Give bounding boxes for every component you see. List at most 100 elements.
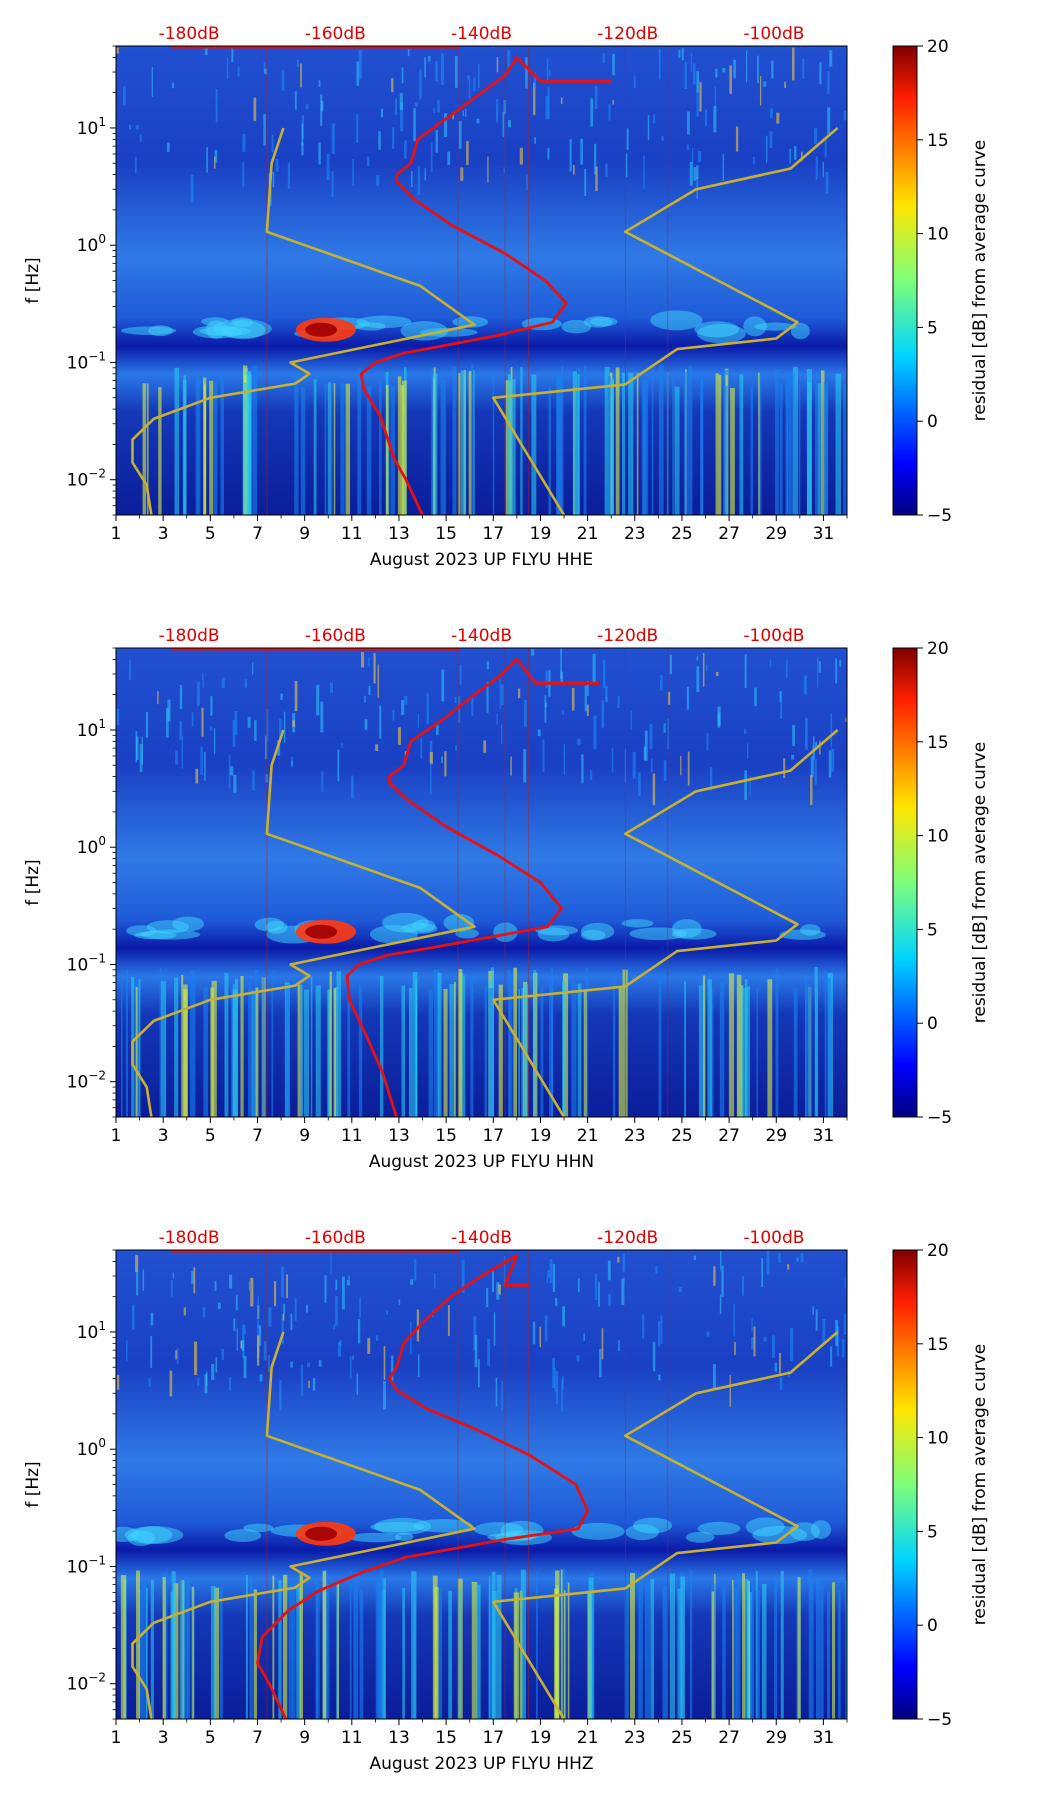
top-db-label: -180dB — [159, 1228, 220, 1248]
x-tick-label: 15 — [435, 524, 457, 544]
noise-streak — [166, 142, 170, 152]
noise-streak — [465, 108, 467, 117]
top-db-label: -100dB — [743, 626, 804, 646]
noise-streak — [554, 1298, 558, 1306]
noise-streak — [630, 710, 632, 730]
noise-streak — [321, 771, 324, 792]
noise-streak — [683, 371, 689, 515]
noise-streak — [786, 383, 789, 515]
noise-streak — [367, 1338, 371, 1354]
x-tick-label: 15 — [435, 1126, 457, 1146]
noise-streak — [696, 92, 699, 117]
noise-streak — [517, 688, 521, 699]
noise-streak — [430, 142, 433, 173]
noise-streak — [191, 712, 194, 727]
noise-streak — [678, 1286, 682, 1293]
noise-streak — [501, 1380, 503, 1412]
noise-streak — [296, 60, 299, 67]
noise-streak — [286, 1274, 289, 1299]
noise-streak — [632, 752, 636, 779]
noise-streak — [458, 695, 461, 724]
noise-streak — [166, 708, 169, 738]
noise-streak — [179, 720, 183, 740]
noise-streak — [783, 758, 786, 779]
noise-streak — [843, 110, 847, 121]
noise-streak — [378, 131, 381, 150]
noise-streak — [145, 1587, 148, 1719]
noise-streak — [287, 162, 291, 189]
noise-streak — [259, 1374, 263, 1382]
noise-streak — [167, 699, 171, 722]
noise-streak — [348, 1275, 350, 1281]
noise-streak — [214, 1280, 217, 1291]
noise-streak — [713, 1266, 716, 1286]
noise-streak — [624, 1576, 629, 1719]
noise-streak — [741, 1275, 745, 1296]
noise-streak — [463, 975, 466, 1117]
x-tick-label: 15 — [435, 1728, 457, 1748]
noise-streak — [749, 775, 751, 796]
noise-streak — [607, 1260, 611, 1281]
noise-streak — [301, 123, 304, 146]
noise-streak — [251, 989, 255, 1117]
noise-streak — [435, 61, 438, 82]
colorbar-label: residual [dB] from average curve — [970, 742, 990, 1023]
noise-streak — [458, 121, 462, 149]
noise-streak — [158, 387, 162, 515]
noise-streak — [706, 732, 709, 751]
noise-streak — [352, 158, 354, 186]
heatmap-area — [116, 46, 847, 515]
noise-streak — [206, 147, 208, 173]
colorbar-tick-label: 15 — [927, 733, 949, 753]
noise-streak — [827, 1591, 831, 1719]
noise-streak — [589, 770, 593, 781]
noise-streak — [327, 382, 332, 515]
noise-streak — [544, 695, 547, 723]
x-tick-label: 23 — [624, 1728, 646, 1748]
noise-streak — [268, 1355, 270, 1373]
noise-streak — [474, 1334, 478, 1368]
noise-streak — [779, 1352, 781, 1374]
noise-streak — [650, 758, 653, 773]
noise-streak — [547, 147, 550, 160]
x-tick-label: 17 — [482, 524, 504, 544]
noise-streak — [181, 975, 184, 1117]
noise-streak — [498, 984, 503, 1117]
x-tick-label: 19 — [530, 524, 552, 544]
noise-streak — [803, 675, 807, 695]
noise-streak — [303, 989, 310, 1117]
top-db-label: -100dB — [743, 1228, 804, 1248]
noise-streak — [455, 745, 458, 751]
median-psd-curve — [256, 1254, 589, 1719]
y-tick-label: 10−2 — [67, 467, 106, 491]
noise-streak — [252, 770, 255, 791]
noise-streak — [292, 720, 295, 727]
noise-streak — [181, 736, 183, 769]
noise-streak — [560, 97, 563, 105]
noise-streak — [385, 385, 389, 515]
noise-streak — [443, 113, 448, 137]
noise-streak — [551, 967, 554, 1117]
noise-streak — [711, 1591, 715, 1719]
noise-streak — [525, 57, 528, 89]
noise-model-high-curve — [492, 127, 839, 515]
x-tick-label: 21 — [577, 524, 599, 544]
noise-streak — [340, 382, 345, 515]
noise-streak — [175, 1350, 178, 1360]
noise-streak — [755, 1590, 761, 1719]
noise-streak — [638, 1578, 643, 1719]
noise-streak — [789, 372, 795, 515]
noise-streak — [761, 1583, 767, 1719]
noise-streak — [248, 1281, 251, 1291]
noise-streak — [258, 1325, 262, 1346]
noise-streak — [533, 72, 536, 88]
noise-streak — [594, 1273, 598, 1301]
noise-streak — [669, 654, 672, 675]
noise-streak — [791, 754, 795, 760]
noise-streak — [496, 713, 498, 725]
noise-streak — [129, 124, 131, 130]
noise-streak — [204, 47, 208, 55]
noise-streak — [733, 1588, 738, 1719]
noise-streak — [819, 740, 821, 755]
x-tick-label: 1 — [111, 1728, 122, 1748]
